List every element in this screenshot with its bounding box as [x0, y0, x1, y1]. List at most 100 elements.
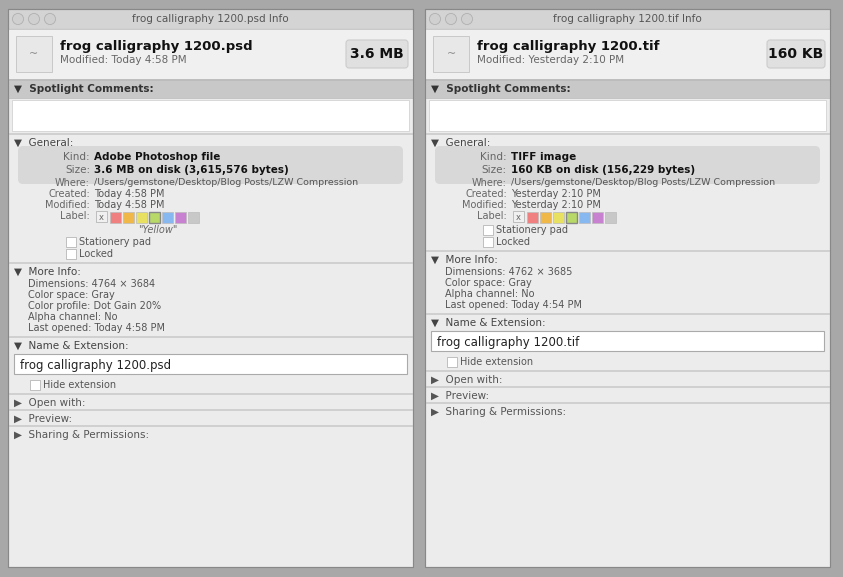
Bar: [123, 212, 134, 223]
Bar: [8, 9, 413, 567]
Bar: [425, 402, 830, 403]
Bar: [605, 212, 616, 223]
Bar: [425, 79, 830, 80]
Bar: [8, 29, 413, 79]
Bar: [553, 212, 564, 223]
Text: Dimensions: 4764 × 3684: Dimensions: 4764 × 3684: [28, 279, 155, 289]
Bar: [513, 211, 524, 222]
Text: ▼  Name & Extension:: ▼ Name & Extension:: [431, 318, 545, 328]
Text: frog calligraphy 1200.tif Info: frog calligraphy 1200.tif Info: [553, 14, 702, 24]
Bar: [8, 409, 413, 410]
Circle shape: [13, 13, 24, 24]
Bar: [425, 250, 830, 251]
Text: Last opened: Today 4:58 PM: Last opened: Today 4:58 PM: [28, 323, 165, 333]
Text: ▼  Name & Extension:: ▼ Name & Extension:: [14, 341, 129, 351]
Text: 160 KB on disk (156,229 bytes): 160 KB on disk (156,229 bytes): [511, 165, 695, 175]
Bar: [66, 249, 76, 259]
Text: Color profile: Dot Gain 20%: Color profile: Dot Gain 20%: [28, 301, 161, 311]
Text: Where:: Where:: [472, 178, 507, 188]
Text: Yesterday 2:10 PM: Yesterday 2:10 PM: [511, 189, 601, 199]
Bar: [425, 29, 830, 79]
Bar: [66, 237, 76, 247]
Text: Kind:: Kind:: [481, 152, 507, 162]
Text: Modified: Yesterday 2:10 PM: Modified: Yesterday 2:10 PM: [477, 55, 624, 65]
Text: Label:: Label:: [477, 211, 507, 221]
Text: Hide extension: Hide extension: [43, 380, 116, 390]
Text: Stationery pad: Stationery pad: [79, 237, 151, 247]
Text: Created:: Created:: [465, 189, 507, 199]
Text: x: x: [99, 212, 104, 222]
Text: ▶  Sharing & Permissions:: ▶ Sharing & Permissions:: [14, 430, 149, 440]
Circle shape: [45, 13, 56, 24]
Circle shape: [29, 13, 40, 24]
Text: Kind:: Kind:: [63, 152, 90, 162]
Text: Color space: Gray: Color space: Gray: [28, 290, 115, 300]
Bar: [136, 212, 147, 223]
Text: Today 4:58 PM: Today 4:58 PM: [94, 189, 164, 199]
Bar: [425, 386, 830, 387]
Text: ~: ~: [30, 49, 39, 59]
Text: /Users/gemstone/Desktop/Blog Posts/LZW Compression: /Users/gemstone/Desktop/Blog Posts/LZW C…: [94, 178, 358, 187]
Text: Alpha channel: No: Alpha channel: No: [28, 312, 117, 322]
Bar: [8, 133, 413, 134]
Bar: [30, 380, 40, 390]
Text: frog calligraphy 1200.tif: frog calligraphy 1200.tif: [477, 40, 659, 53]
Circle shape: [429, 13, 441, 24]
Bar: [188, 212, 199, 223]
Bar: [447, 357, 457, 367]
Text: Adobe Photoshop file: Adobe Photoshop file: [94, 152, 220, 162]
Bar: [425, 9, 830, 567]
Text: Stationery pad: Stationery pad: [496, 225, 568, 235]
Text: /Users/gemstone/Desktop/Blog Posts/LZW Compression: /Users/gemstone/Desktop/Blog Posts/LZW C…: [511, 178, 775, 187]
Text: Modified:: Modified:: [462, 200, 507, 210]
Circle shape: [461, 13, 472, 24]
Text: Dimensions: 4762 × 3685: Dimensions: 4762 × 3685: [445, 267, 572, 277]
Text: ~: ~: [447, 49, 455, 59]
Text: "Yellow": "Yellow": [138, 225, 177, 235]
Text: ▼  More Info:: ▼ More Info:: [14, 267, 81, 277]
Text: ▼  Spotlight Comments:: ▼ Spotlight Comments:: [431, 84, 571, 94]
Bar: [425, 313, 830, 314]
Bar: [566, 212, 577, 223]
Text: 3.6 MB on disk (3,615,576 bytes): 3.6 MB on disk (3,615,576 bytes): [94, 165, 289, 175]
Text: Size:: Size:: [482, 165, 507, 175]
Bar: [149, 212, 160, 223]
Text: frog calligraphy 1200.tif: frog calligraphy 1200.tif: [437, 336, 579, 349]
Bar: [429, 100, 826, 131]
Bar: [425, 9, 830, 29]
Text: Created:: Created:: [48, 189, 90, 199]
Bar: [14, 354, 407, 374]
Text: Last opened: Today 4:54 PM: Last opened: Today 4:54 PM: [445, 300, 582, 310]
Bar: [431, 331, 824, 351]
Text: ▶  Preview:: ▶ Preview:: [14, 414, 72, 424]
Text: Where:: Where:: [55, 178, 90, 188]
Text: Locked: Locked: [496, 237, 530, 247]
Text: ▶  Preview:: ▶ Preview:: [431, 391, 489, 401]
Bar: [425, 80, 830, 98]
Circle shape: [445, 13, 457, 24]
Text: ▼  General:: ▼ General:: [14, 138, 73, 148]
Bar: [8, 79, 413, 80]
Text: ▼  General:: ▼ General:: [431, 138, 491, 148]
Bar: [175, 212, 186, 223]
Text: Yesterday 2:10 PM: Yesterday 2:10 PM: [511, 200, 601, 210]
Text: Modified:: Modified:: [46, 200, 90, 210]
Bar: [8, 262, 413, 263]
Bar: [425, 9, 830, 567]
Text: Modified: Today 4:58 PM: Modified: Today 4:58 PM: [60, 55, 186, 65]
Text: frog calligraphy 1200.psd: frog calligraphy 1200.psd: [20, 359, 171, 372]
Text: ▼  More Info:: ▼ More Info:: [431, 255, 498, 265]
Bar: [579, 212, 590, 223]
FancyBboxPatch shape: [18, 146, 403, 184]
Text: Label:: Label:: [60, 211, 90, 221]
FancyBboxPatch shape: [346, 40, 408, 68]
Bar: [483, 237, 493, 247]
Text: Alpha channel: No: Alpha channel: No: [445, 289, 534, 299]
Text: Size:: Size:: [65, 165, 90, 175]
Bar: [8, 9, 413, 29]
Text: ▶  Open with:: ▶ Open with:: [431, 375, 502, 385]
Text: ▼  Spotlight Comments:: ▼ Spotlight Comments:: [14, 84, 153, 94]
Bar: [8, 80, 413, 98]
FancyBboxPatch shape: [767, 40, 825, 68]
Text: frog calligraphy 1200.psd: frog calligraphy 1200.psd: [60, 40, 253, 53]
